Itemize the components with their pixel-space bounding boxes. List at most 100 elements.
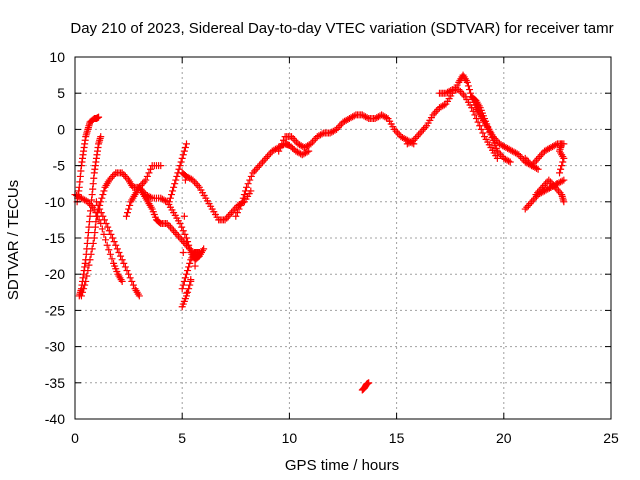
y-tick-label: 10 <box>49 49 65 65</box>
data-point-marker <box>179 227 187 235</box>
chart-title: Day 210 of 2023, Sidereal Day-to-day VTE… <box>70 20 613 37</box>
data-point-marker <box>556 169 564 177</box>
data-point-marker <box>526 200 534 208</box>
data-point-marker <box>182 292 190 300</box>
data-point-marker <box>468 104 476 112</box>
data-point-marker <box>382 114 390 122</box>
data-point-marker <box>142 176 150 184</box>
data-point-marker <box>177 158 185 166</box>
data-point-marker <box>249 169 257 177</box>
data-point-marker <box>463 78 471 86</box>
data-point-marker <box>182 270 190 278</box>
data-point-marker <box>521 154 529 162</box>
data-point-marker <box>79 288 87 296</box>
data-point-marker <box>254 163 262 171</box>
data-point-marker <box>469 107 477 115</box>
data-point-marker <box>179 151 187 159</box>
data-point-marker <box>100 216 108 224</box>
data-point-marker <box>439 102 447 110</box>
data-point-marker <box>192 180 200 188</box>
data-point-marker <box>117 252 125 260</box>
data-point-marker <box>109 234 117 242</box>
x-axis-label: GPS time / hours <box>285 457 399 474</box>
y-tick-label: -35 <box>45 375 65 391</box>
data-point-marker <box>77 292 85 300</box>
data-point-marker <box>126 201 134 209</box>
data-point-marker <box>135 292 143 300</box>
data-point-marker <box>226 210 234 218</box>
data-point-marker <box>160 196 168 204</box>
data-point-marker <box>180 277 188 285</box>
data-point-marker <box>102 220 110 228</box>
data-point-marker <box>318 130 326 138</box>
data-point-marker <box>162 197 170 205</box>
data-point-marker <box>265 151 273 159</box>
data-point-marker <box>246 176 254 184</box>
data-point-marker <box>419 125 427 133</box>
data-point-marker <box>303 148 311 156</box>
data-point-marker <box>99 212 107 220</box>
data-point-marker <box>240 191 248 199</box>
data-point-marker <box>262 154 270 162</box>
data-point-marker <box>467 89 475 97</box>
data-point-marker <box>558 162 566 170</box>
data-point-marker <box>552 141 560 149</box>
data-point-marker <box>336 122 344 130</box>
data-point-marker <box>497 151 505 159</box>
data-point-marker <box>176 220 184 228</box>
data-point-marker <box>221 216 229 224</box>
data-point-marker <box>255 162 263 170</box>
data-point-marker <box>545 176 553 184</box>
data-point-marker <box>125 205 133 213</box>
data-point-marker <box>191 262 199 270</box>
data-point-marker <box>301 149 309 157</box>
y-tick-label: -5 <box>53 158 66 174</box>
data-point-marker <box>291 136 299 144</box>
data-point-marker <box>472 115 480 123</box>
y-axis-label: SDTVAR / TECUs <box>5 180 22 300</box>
data-point-marker <box>171 180 179 188</box>
data-point-marker <box>184 238 192 246</box>
data-point-marker <box>181 230 189 238</box>
data-point-marker <box>238 198 246 206</box>
data-point-marker <box>100 230 108 238</box>
y-tick-label: -25 <box>45 302 65 318</box>
data-point-marker <box>180 212 188 220</box>
data-point-marker <box>106 250 114 258</box>
data-point-marker <box>143 172 151 180</box>
data-point-marker <box>168 225 176 233</box>
data-point-marker <box>140 178 148 186</box>
data-point-marker <box>178 236 186 244</box>
data-point-marker <box>108 255 116 263</box>
data-point-marker <box>181 144 189 151</box>
data-point-marker <box>455 86 463 94</box>
data-point-marker <box>251 167 259 175</box>
data-point-marker <box>120 259 128 267</box>
data-point-marker <box>178 285 186 293</box>
data-point-marker <box>350 112 358 120</box>
data-point-marker <box>558 177 566 185</box>
data-point-marker <box>122 212 130 220</box>
data-point-marker <box>362 113 370 121</box>
data-point-marker <box>458 89 466 97</box>
data-point-marker <box>185 241 193 249</box>
tick-labels: 0 5 10 15 20 25 10 5 0 -5 -10 -15 -20 -25 -30 -35 -40 <box>45 49 619 446</box>
data-point-marker <box>464 82 472 90</box>
series-arc1 <box>73 113 103 206</box>
y-tick-label: -40 <box>45 411 65 427</box>
data-point-marker <box>124 209 132 217</box>
data-point-marker <box>87 250 95 258</box>
series-arc17 <box>521 140 568 170</box>
data-point-marker <box>81 281 89 289</box>
data-point-marker <box>82 277 90 285</box>
series-arc2 <box>71 191 126 285</box>
data-point-marker <box>112 241 120 249</box>
data-point-marker <box>471 111 479 119</box>
data-point-marker <box>182 140 190 148</box>
data-point-marker <box>170 227 178 235</box>
data-point-marker <box>233 209 241 217</box>
data-point-marker <box>280 136 288 144</box>
data-point-marker <box>186 245 194 253</box>
x-tick-label: 5 <box>178 430 186 446</box>
data-point-marker <box>431 109 439 117</box>
